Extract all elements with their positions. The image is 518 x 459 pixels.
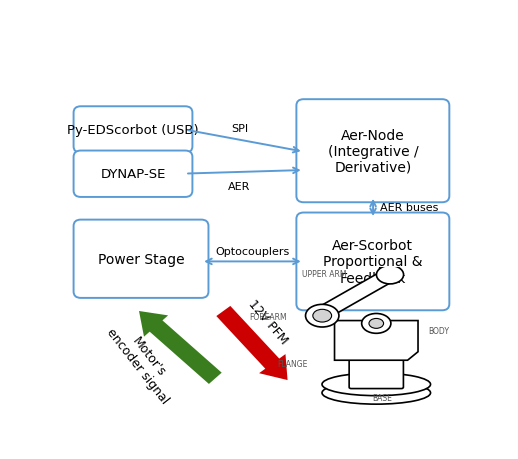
Text: AER buses: AER buses xyxy=(380,203,438,213)
Text: AER: AER xyxy=(228,181,251,191)
Polygon shape xyxy=(217,306,287,380)
Text: Motor's
encoder signal: Motor's encoder signal xyxy=(104,316,182,406)
FancyBboxPatch shape xyxy=(74,220,208,298)
Polygon shape xyxy=(139,311,222,384)
FancyBboxPatch shape xyxy=(296,100,449,203)
FancyBboxPatch shape xyxy=(74,107,192,153)
Text: 12V PFM: 12V PFM xyxy=(245,297,290,347)
Text: SPI: SPI xyxy=(231,123,248,134)
FancyBboxPatch shape xyxy=(296,213,449,311)
Text: Power Stage: Power Stage xyxy=(98,252,184,266)
Text: Aer-Node
(Integrative /
Derivative): Aer-Node (Integrative / Derivative) xyxy=(327,128,418,174)
Text: Aer-Scorbot
Proportional &
Feedback: Aer-Scorbot Proportional & Feedback xyxy=(323,239,423,285)
Text: Py-EDScorbot (USB): Py-EDScorbot (USB) xyxy=(67,123,199,137)
FancyBboxPatch shape xyxy=(74,151,192,197)
Text: Optocouplers: Optocouplers xyxy=(215,246,290,257)
Text: DYNAP-SE: DYNAP-SE xyxy=(100,168,166,181)
